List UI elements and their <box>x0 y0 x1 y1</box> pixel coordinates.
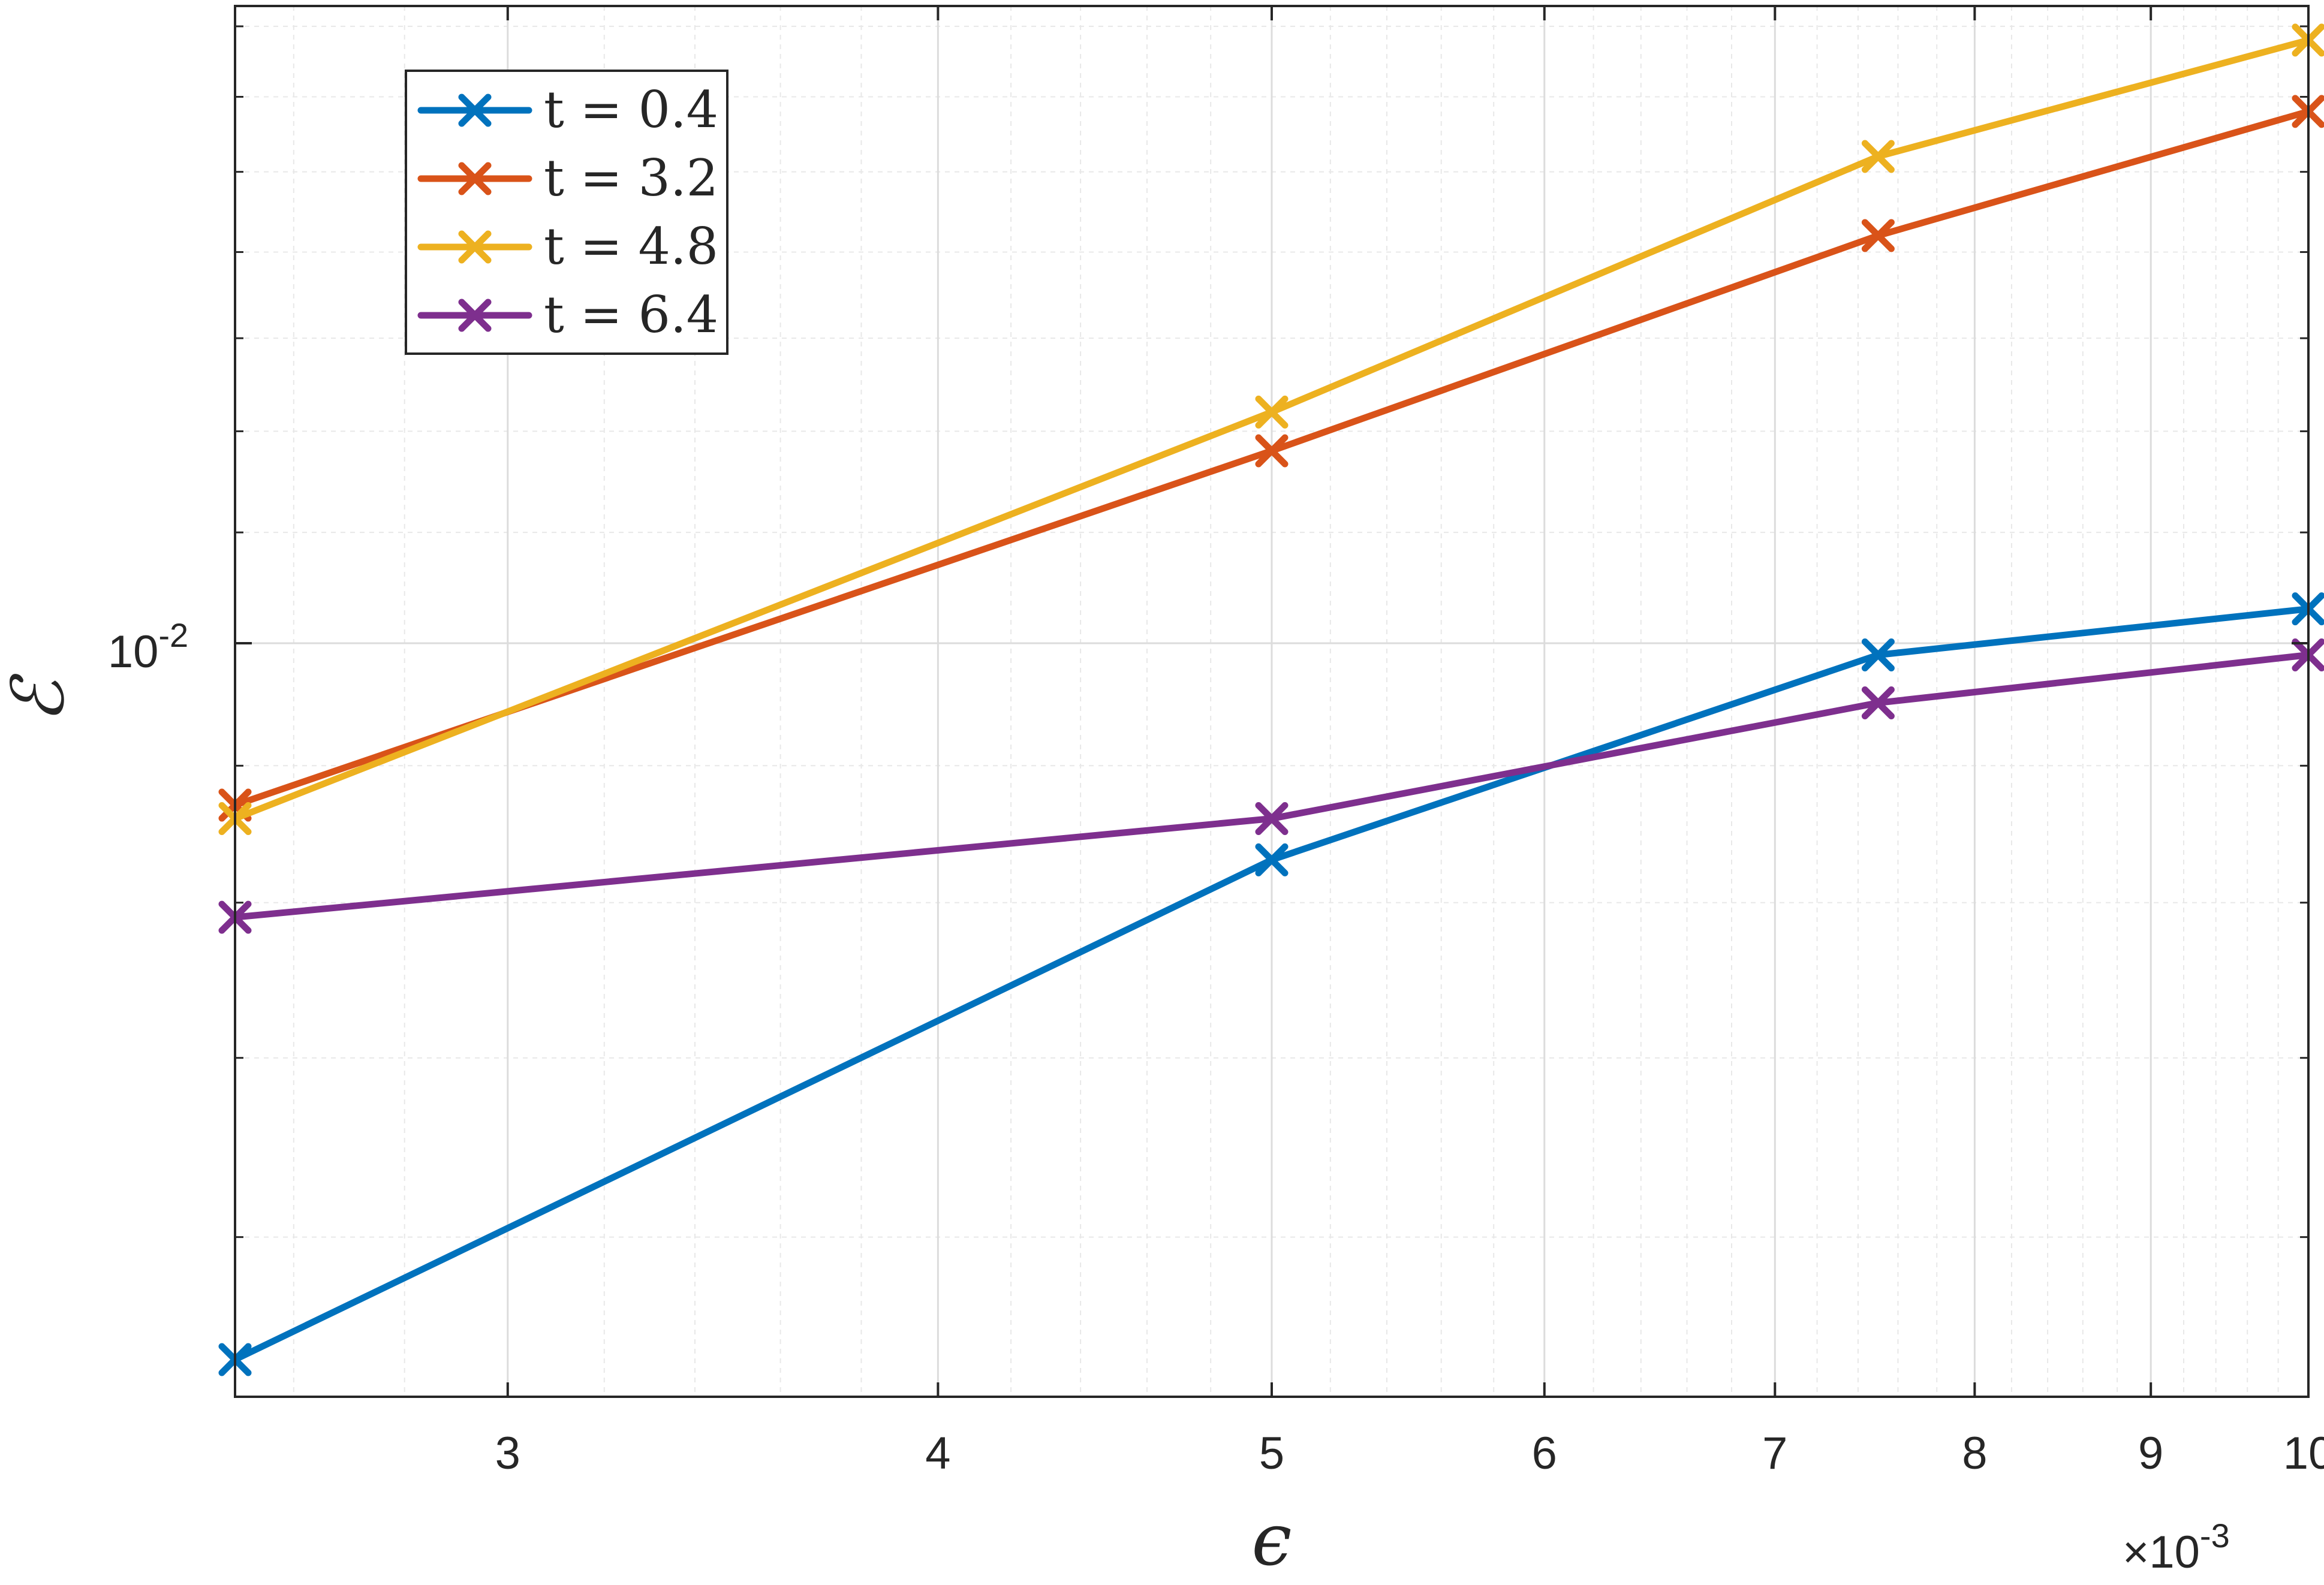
x-tick-label: 6 <box>1532 1428 1557 1479</box>
legend-entry: t = 0.4 <box>417 80 718 139</box>
x-tick-label: 3 <box>495 1428 520 1479</box>
legend: t = 0.4 t = 3.2 t = 4.8 t = 6.4 <box>405 70 728 355</box>
x-exponent-label: ×10-3 <box>2123 1517 2230 1578</box>
x-exponent-power: -3 <box>2200 1517 2230 1554</box>
legend-marker <box>458 299 492 332</box>
data-point <box>1861 140 1895 173</box>
legend-marker <box>458 230 492 264</box>
data-point <box>1255 434 1289 468</box>
legend-marker <box>458 94 492 127</box>
series-line <box>231 37 2312 822</box>
legend-label: t = 3.2 <box>544 149 718 207</box>
data-point <box>1861 638 1895 671</box>
marker-stroke <box>1861 140 1895 173</box>
axis-ticks <box>235 6 2310 1397</box>
x-tick-labels: 3 4 5 6 7 8 9 10 <box>495 1428 2324 1479</box>
legend-entry: t = 4.8 <box>417 217 718 276</box>
x-tick-label: 9 <box>2138 1428 2163 1479</box>
data-point <box>1255 801 1289 835</box>
marker-stroke <box>1861 638 1895 671</box>
series-layer <box>218 23 2324 1376</box>
y-tick-label-base: 10 <box>108 626 159 677</box>
data-point <box>1861 219 1895 252</box>
x-axis-label: ϵ <box>1251 1499 1292 1582</box>
y-tick-label: 10-2 <box>108 616 188 677</box>
legend-label: t = 0.4 <box>544 80 718 139</box>
legend-entry: t = 3.2 <box>417 149 718 207</box>
x-tick-label: 10 <box>2283 1428 2324 1479</box>
series-line <box>231 108 2312 809</box>
marker-stroke <box>1255 843 1289 876</box>
legend-label: t = 4.8 <box>544 217 718 276</box>
data-point <box>1255 395 1289 429</box>
series-line <box>231 651 2312 921</box>
legend-box <box>405 70 728 355</box>
x-tick-label: 5 <box>1259 1428 1284 1479</box>
legend-entry: t = 6.4 <box>417 285 718 344</box>
marker-stroke <box>1861 686 1895 719</box>
y-tick-labels: 10-2 <box>108 616 188 677</box>
data-point <box>1861 686 1895 719</box>
legend-label: t = 6.4 <box>544 285 718 344</box>
data-point <box>1255 843 1289 876</box>
x-tick-label: 7 <box>1762 1428 1787 1479</box>
marker-stroke <box>1861 219 1895 252</box>
x-tick-label: 8 <box>1962 1428 1987 1479</box>
marker-stroke <box>1255 395 1289 429</box>
y-axis-label: ℰ <box>0 673 80 723</box>
legend-marker <box>458 162 492 195</box>
x-exponent-base: ×10 <box>2123 1527 2200 1578</box>
y-tick-label-exponent: -2 <box>158 616 188 654</box>
marker-stroke <box>1255 434 1289 468</box>
x-tick-label: 4 <box>925 1428 950 1479</box>
marker-stroke <box>1255 801 1289 835</box>
